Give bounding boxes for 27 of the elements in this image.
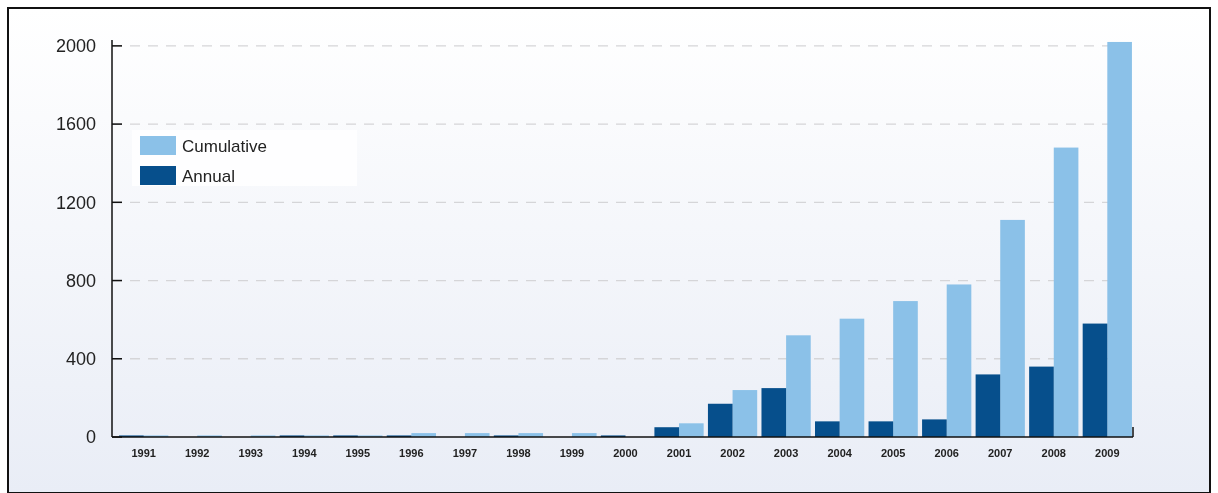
x-tick-label: 1998 (506, 447, 531, 459)
x-tick-label: 1992 (184, 447, 210, 459)
x-tick-label: 1991 (131, 447, 156, 459)
legend-label: Cumulative (182, 136, 268, 156)
x-tick-label: 2002 (720, 447, 745, 459)
x-tick-label: 1995 (345, 447, 371, 459)
x-tick-label: 2000 (613, 447, 638, 459)
legend-label: Annual (182, 166, 235, 186)
y-tick-label: 400 (65, 349, 96, 370)
x-tick-label: 1996 (399, 447, 424, 459)
x-tick-label: 2001 (666, 447, 692, 459)
x-tick-label: 2006 (934, 447, 959, 459)
x-tick-label: 1993 (238, 447, 264, 459)
x-tick-label: 1997 (452, 447, 478, 459)
y-tick-label: 800 (65, 270, 96, 291)
y-tick-label: 1200 (55, 192, 96, 213)
y-tick-label: 1600 (55, 114, 96, 135)
x-tick-label: 2009 (1095, 447, 1120, 459)
x-tick-label: 1999 (559, 447, 585, 459)
y-tick-label: 0 (85, 427, 96, 448)
x-tick-label: 2008 (1041, 447, 1067, 459)
x-tick-label: 2005 (880, 447, 906, 459)
x-tick-label: 2007 (987, 447, 1013, 459)
x-tick-label: 1994 (292, 447, 318, 459)
x-tick-label: 2003 (773, 447, 799, 459)
x-tick-label: 2004 (827, 447, 853, 459)
y-tick-label: 2000 (55, 36, 96, 57)
